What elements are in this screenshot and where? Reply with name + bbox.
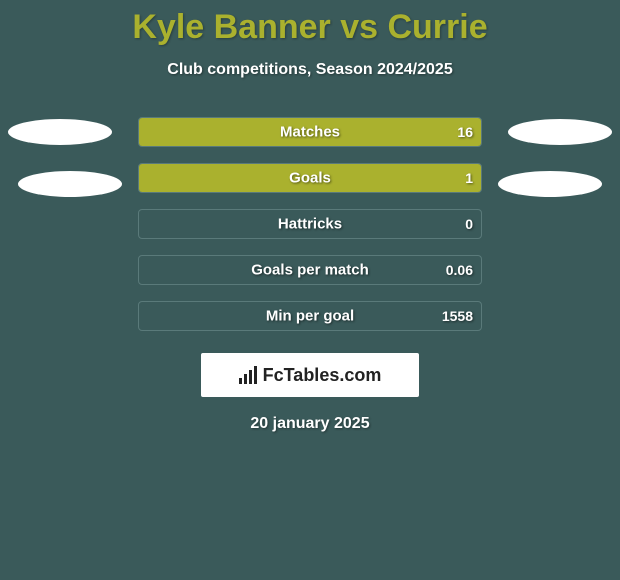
- bar-value: 0: [465, 216, 473, 232]
- player-left-ellipse-2: [18, 171, 122, 197]
- bar-value: 16: [457, 124, 473, 140]
- bar-row: Min per goal 1558: [138, 301, 482, 331]
- bar-row: Goals per match 0.06: [138, 255, 482, 285]
- player-left-ellipse-1: [8, 119, 112, 145]
- logo-text: FcTables.com: [263, 365, 382, 386]
- bar-value: 1: [465, 170, 473, 186]
- bar-label: Min per goal: [266, 308, 354, 325]
- bar-label: Goals per match: [251, 262, 369, 279]
- bar-row: Hattricks 0: [138, 209, 482, 239]
- fctables-logo: FcTables.com: [239, 365, 382, 386]
- player-right-ellipse-1: [508, 119, 612, 145]
- bar-value: 0.06: [446, 262, 473, 278]
- date-text: 20 january 2025: [0, 415, 620, 433]
- bar-row: Goals 1: [138, 163, 482, 193]
- logo-bars-icon: [239, 366, 259, 384]
- bar-label: Goals: [289, 170, 331, 187]
- bar-row: Matches 16: [138, 117, 482, 147]
- comparison-chart: Matches 16 Goals 1 Hattricks 0 Goals per match…: [0, 117, 620, 347]
- bar-label: Matches: [280, 124, 340, 141]
- subtitle: Club competitions, Season 2024/2025: [0, 61, 620, 79]
- bars-container: Matches 16 Goals 1 Hattricks 0 Goals per match…: [138, 117, 482, 347]
- logo-box: FcTables.com: [201, 353, 419, 397]
- bar-label: Hattricks: [278, 216, 342, 233]
- page-title: Kyle Banner vs Currie: [0, 0, 620, 47]
- bar-value: 1558: [442, 308, 473, 324]
- player-right-ellipse-2: [498, 171, 602, 197]
